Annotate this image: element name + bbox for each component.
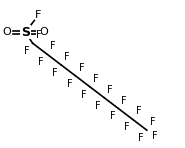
Text: F: F — [124, 122, 130, 132]
Text: O: O — [3, 27, 11, 37]
Text: F: F — [138, 133, 144, 143]
Text: O: O — [39, 27, 48, 37]
Text: F: F — [121, 95, 127, 106]
Text: F: F — [136, 106, 141, 116]
Text: F: F — [36, 30, 41, 40]
Text: F: F — [95, 101, 101, 111]
Text: F: F — [67, 79, 72, 89]
Text: F: F — [79, 63, 84, 73]
Text: F: F — [50, 41, 56, 51]
Text: F: F — [81, 90, 87, 100]
Text: F: F — [150, 117, 156, 127]
Text: S: S — [21, 26, 30, 39]
Text: F: F — [52, 68, 58, 78]
Text: F: F — [35, 9, 42, 20]
Text: F: F — [93, 74, 98, 84]
Text: F: F — [38, 57, 44, 67]
Text: F: F — [110, 111, 115, 122]
Text: F: F — [24, 46, 29, 56]
Text: F: F — [152, 131, 158, 141]
Text: F: F — [107, 85, 113, 95]
Text: F: F — [64, 52, 70, 62]
